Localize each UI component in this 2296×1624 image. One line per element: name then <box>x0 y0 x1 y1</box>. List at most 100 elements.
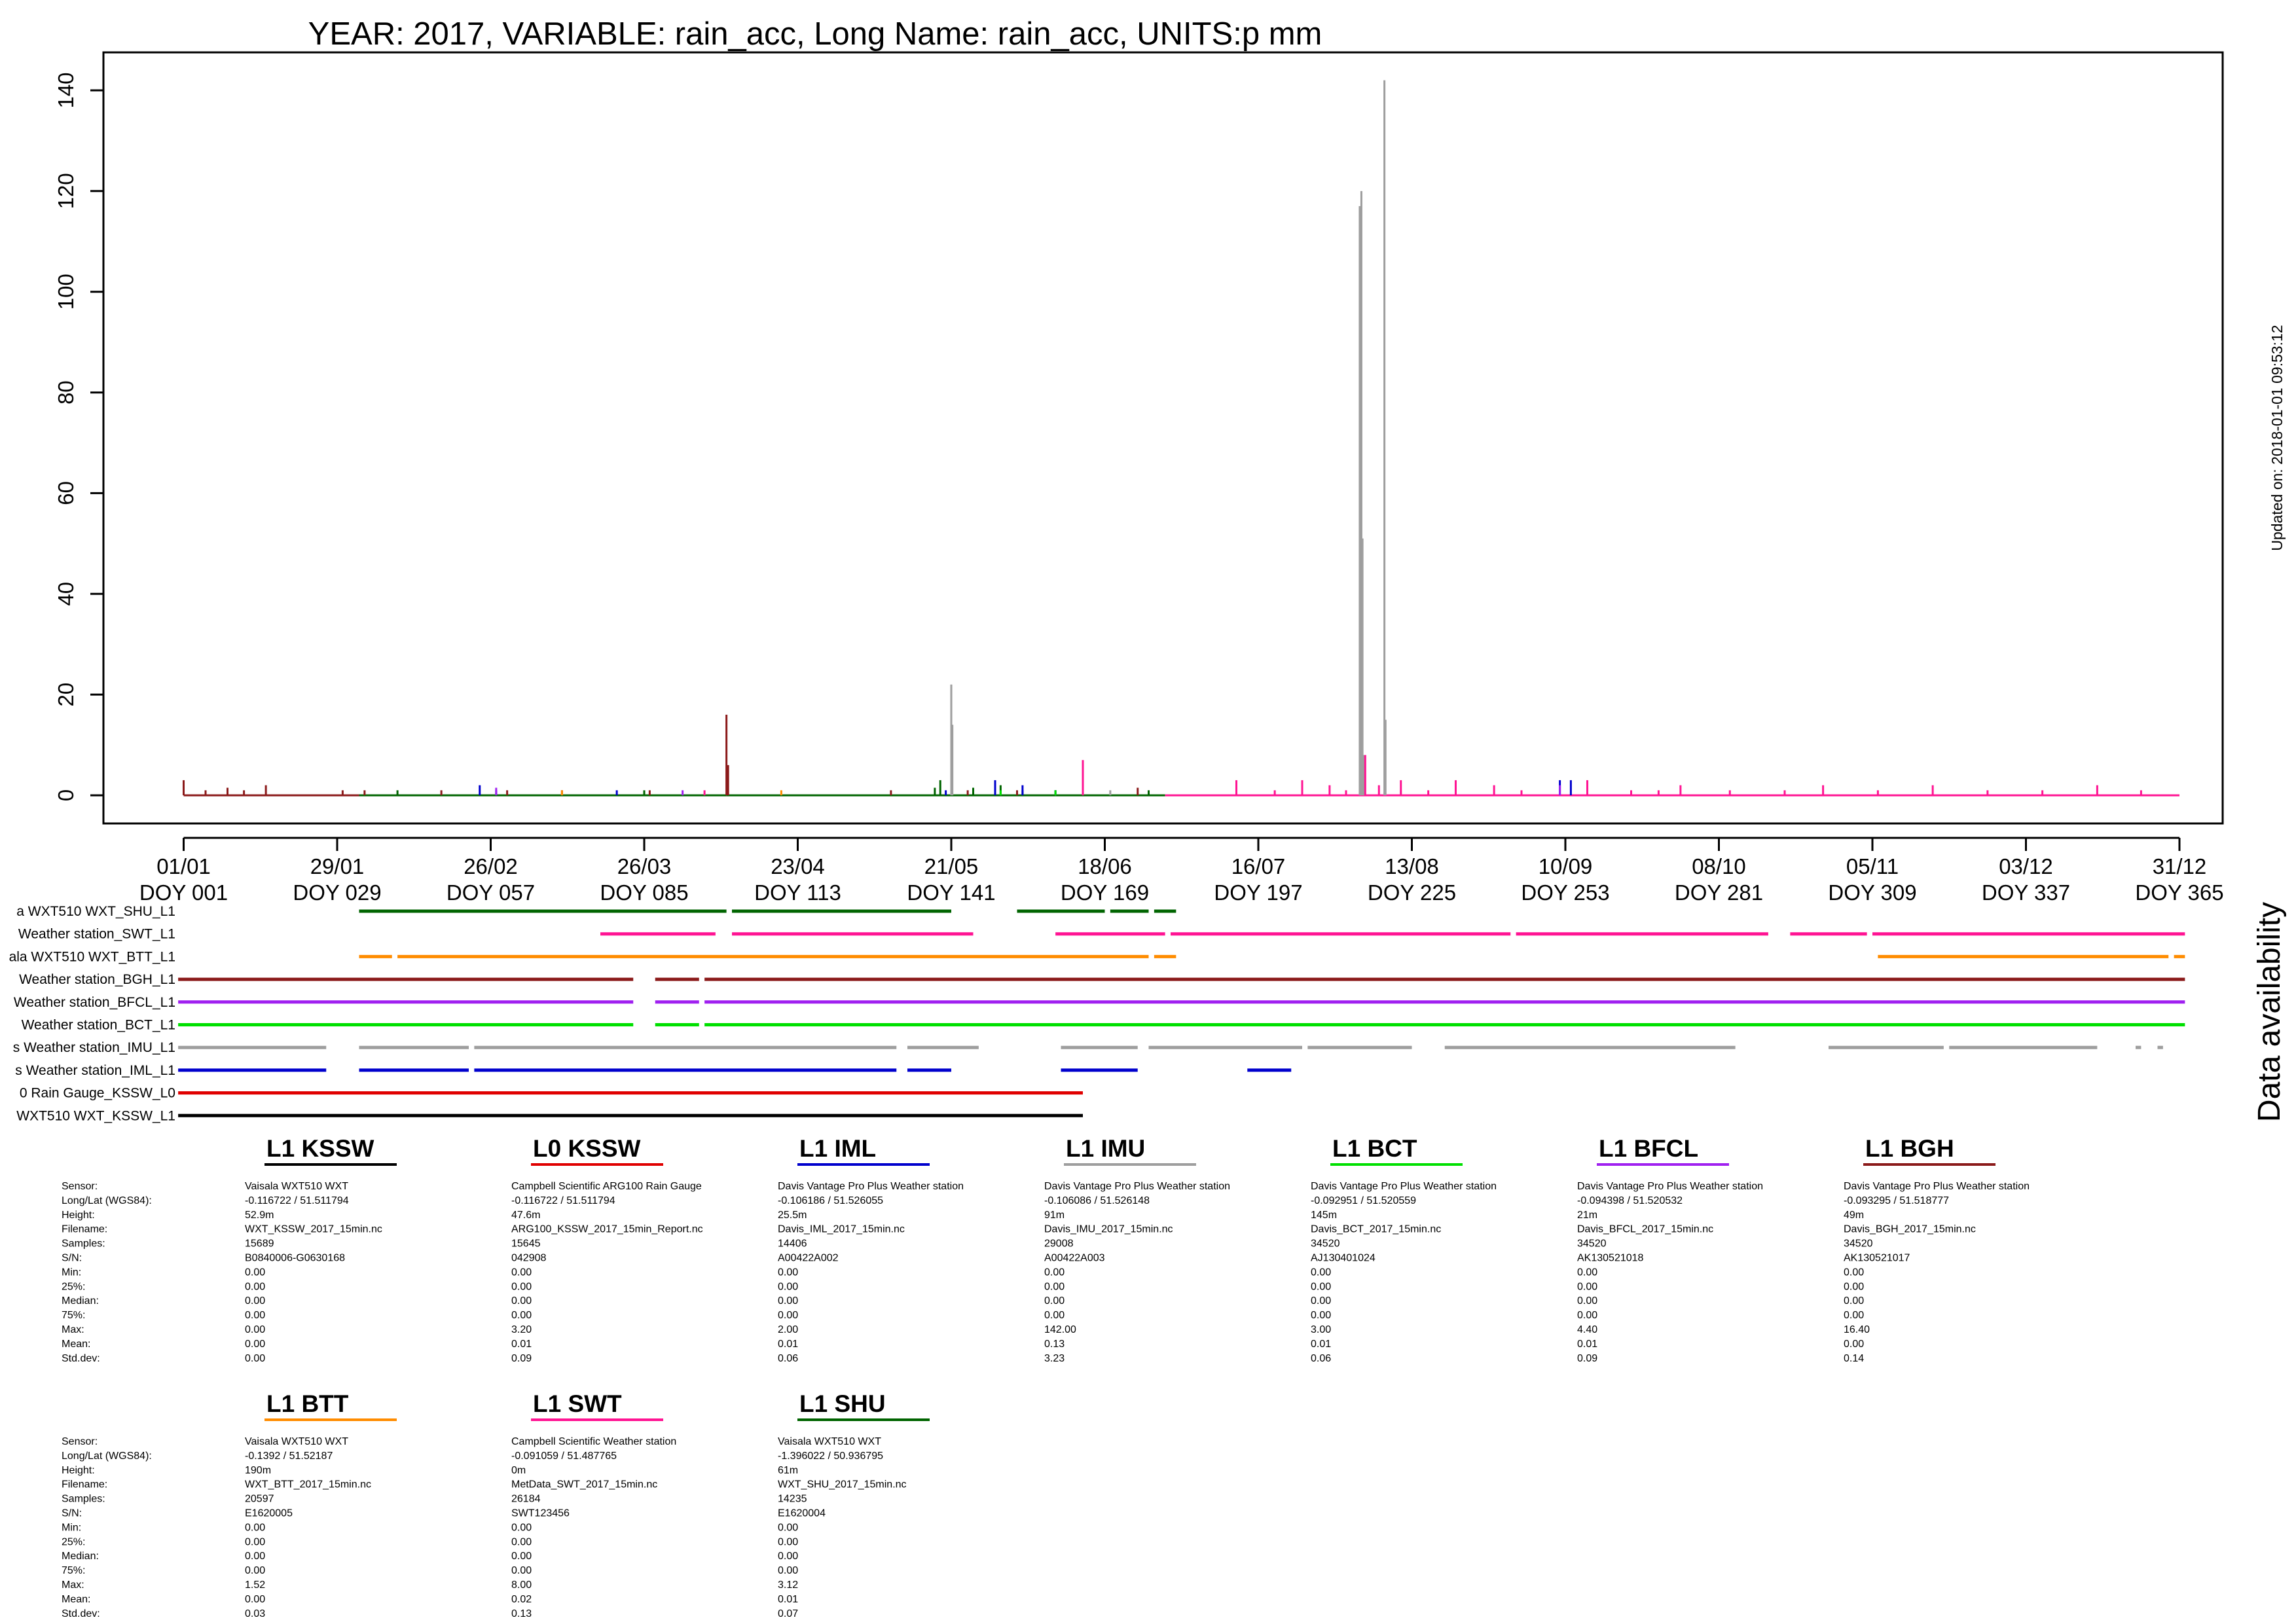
station-value: 0.00 <box>245 1310 265 1321</box>
station-value: 0.00 <box>778 1551 798 1562</box>
station-value: 0.00 <box>245 1536 265 1547</box>
station-value: 25.5m <box>778 1210 807 1221</box>
station-value: 0m <box>511 1465 526 1476</box>
y-axis: 0 20 40 60 80 100 120 140 <box>54 72 103 801</box>
station-value: 0.00 <box>778 1536 798 1547</box>
availability-label: 0 Rain Gauge_KSSW_L0 <box>20 1086 175 1101</box>
stat-label: Sensor: <box>62 1436 98 1447</box>
stat-label: Median: <box>62 1295 99 1307</box>
stat-label: 75%: <box>62 1310 85 1321</box>
x-tick-date: 26/02 <box>464 854 518 878</box>
station-name: L1 IMU <box>1066 1135 1145 1162</box>
station-block: Sensor: Long/Lat (WGS84): Height: Filename:… <box>62 1135 2030 1364</box>
availability-row: Weather station_BCT_L1 <box>22 1018 2185 1033</box>
station-value: 0.00 <box>1044 1281 1065 1292</box>
station-value: 0.00 <box>1844 1267 1864 1278</box>
updated-timestamp: Updated on: 2018-01-01 09:53:12 <box>2269 325 2286 550</box>
stat-label: Std.dev: <box>62 1608 100 1619</box>
station-value: 34520 <box>1577 1238 1607 1250</box>
station-value: 0.01 <box>511 1339 532 1350</box>
stat-label: Long/Lat (WGS84): <box>62 1451 152 1462</box>
x-tick-doy: DOY 169 <box>1061 880 1149 905</box>
station-value: 0.06 <box>778 1353 798 1364</box>
station-value: 15689 <box>245 1238 274 1250</box>
stat-label: Std.dev: <box>62 1353 100 1364</box>
x-tick-date: 05/11 <box>1846 854 1899 878</box>
availability-row: a WXT510 WXT_SHU_L1 <box>16 904 1176 919</box>
station-value: Campbell Scientific Weather station <box>511 1436 676 1447</box>
stat-label: 75%: <box>62 1565 85 1576</box>
station-value: -0.1392 / 51.52187 <box>245 1451 333 1462</box>
y-tick-label: 140 <box>54 72 78 108</box>
station-value: 0.00 <box>245 1551 265 1562</box>
station-value: 14406 <box>778 1238 807 1250</box>
station-value: WXT_SHU_2017_15min.nc <box>778 1479 907 1490</box>
station-value: 0.00 <box>1844 1310 1864 1321</box>
station-value: 26184 <box>511 1494 541 1505</box>
availability-row: Weather station_BGH_L1 <box>19 972 2185 987</box>
station-value: 3.23 <box>1044 1353 1065 1364</box>
x-tick-doy: DOY 113 <box>754 880 841 905</box>
stat-label: Mean: <box>62 1594 90 1605</box>
stat-label: S/N: <box>62 1253 82 1264</box>
station-value: Davis Vantage Pro Plus Weather station <box>1044 1181 1230 1192</box>
station-value: 0.01 <box>1311 1339 1331 1350</box>
station-value: 0.09 <box>1577 1353 1597 1364</box>
station-value: Davis_BGH_2017_15min.nc <box>1844 1224 1976 1235</box>
station-value: 0.00 <box>778 1267 798 1278</box>
station-value: 145m <box>1311 1210 1337 1221</box>
x-tick-date: 13/08 <box>1385 854 1439 878</box>
station-value: 0.00 <box>245 1339 265 1350</box>
stat-label: Samples: <box>62 1494 105 1505</box>
station-name: L0 KSSW <box>533 1135 641 1162</box>
x-tick-doy: DOY 337 <box>1982 880 2070 905</box>
x-tick-date: 29/01 <box>310 854 365 878</box>
stat-label: Median: <box>62 1551 99 1562</box>
station-value: 34520 <box>1311 1238 1340 1250</box>
station-value: 0.00 <box>1844 1339 1864 1350</box>
station-value: 0.00 <box>778 1281 798 1292</box>
station-value: 0.00 <box>1311 1267 1331 1278</box>
stat-label: Long/Lat (WGS84): <box>62 1195 152 1206</box>
y-tick-label: 120 <box>54 173 78 209</box>
availability-label: Weather station_SWT_L1 <box>18 927 175 942</box>
station-value: 0.00 <box>1577 1281 1597 1292</box>
station-value: Campbell Scientific ARG100 Rain Gauge <box>511 1181 702 1192</box>
station-value: -0.091059 / 51.487765 <box>511 1451 617 1462</box>
station-value: 0.00 <box>245 1565 265 1576</box>
station-value: 0.00 <box>245 1353 265 1364</box>
station-value: 0.03 <box>245 1608 265 1619</box>
availability-label: WXT510 WXT_KSSW_L1 <box>16 1108 175 1123</box>
station-value: 2.00 <box>778 1324 798 1335</box>
station-value: 0.00 <box>245 1295 265 1307</box>
station-value: 29008 <box>1044 1238 1074 1250</box>
station-value: 20597 <box>245 1494 274 1505</box>
station-value: 49m <box>1844 1210 1864 1221</box>
station-value: 15645 <box>511 1238 541 1250</box>
station-value: 0.14 <box>1844 1353 1864 1364</box>
stat-label: Max: <box>62 1324 84 1335</box>
availability-label: Weather station_BGH_L1 <box>19 972 175 987</box>
station-value: SWT123456 <box>511 1508 570 1519</box>
x-tick-doy: DOY 141 <box>907 880 995 905</box>
x-tick-doy: DOY 029 <box>293 880 381 905</box>
station-name: L1 SHU <box>799 1390 886 1417</box>
stat-label: Max: <box>62 1579 84 1591</box>
rain-series-2 <box>183 714 1139 795</box>
x-tick-date: 23/04 <box>771 854 825 878</box>
rain-series-1 <box>703 755 2142 795</box>
station-name: L1 SWT <box>533 1390 622 1417</box>
station-value: AJ130401024 <box>1311 1253 1376 1264</box>
station-value: A00422A003 <box>1044 1253 1105 1264</box>
station-value: 8.00 <box>511 1579 532 1591</box>
x-tick-date: 18/06 <box>1078 854 1132 878</box>
rain-series-3 <box>396 780 1150 795</box>
station-value: Vaisala WXT510 WXT <box>245 1436 348 1447</box>
data-availability-title: Data availability <box>2252 902 2287 1122</box>
stat-label: Filename: <box>62 1224 107 1235</box>
station-name: L1 KSSW <box>266 1135 374 1162</box>
rain-series-6 <box>495 785 1561 795</box>
rain-series-7 <box>999 790 1057 795</box>
stat-label: Height: <box>62 1210 95 1221</box>
